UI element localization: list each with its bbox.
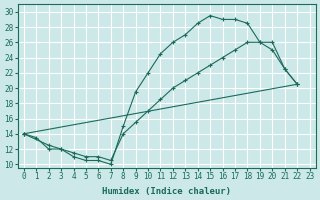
- X-axis label: Humidex (Indice chaleur): Humidex (Indice chaleur): [102, 187, 231, 196]
